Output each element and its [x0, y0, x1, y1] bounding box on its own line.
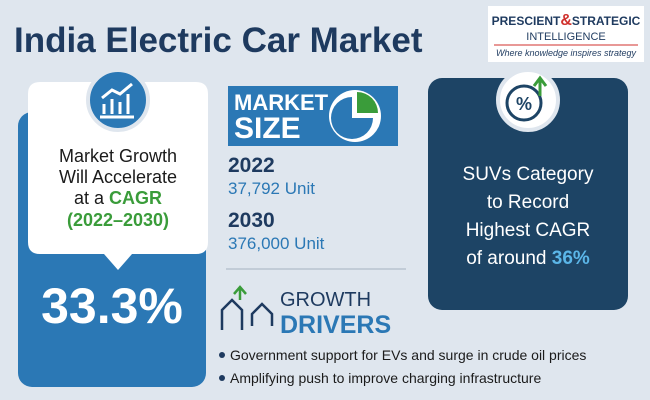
- segment-icon-ring: [505, 84, 543, 122]
- growth-highlight: CAGR: [109, 188, 162, 208]
- logo-tagline: Where knowledge inspires strategy: [496, 48, 637, 58]
- segment-icon-arrow: [532, 75, 548, 96]
- segment-highlight: 36%: [552, 248, 590, 269]
- logo-amp: &: [560, 12, 572, 29]
- growth-line: Market Growth: [59, 146, 177, 166]
- pie-icon-slice: [357, 92, 378, 113]
- growth-prefix: at a: [74, 188, 105, 208]
- logo: PRESCIENT&STRATEGIC INTELLIGENCE Where k…: [488, 6, 644, 62]
- growth-card: [28, 82, 208, 270]
- growth-line: Will Accelerate: [59, 167, 177, 187]
- segment-line: of around 36%: [466, 248, 590, 269]
- bullet: [219, 375, 225, 381]
- market-value: 37,792 Unit: [228, 179, 315, 198]
- drivers-label: GROWTH: [280, 289, 371, 311]
- growth-period: (2022–2030): [67, 210, 169, 230]
- logo-box: [488, 6, 644, 62]
- driver-item: Amplifying push to improve charging infr…: [230, 370, 541, 386]
- segment-line: SUVs Category: [463, 164, 594, 185]
- bullet: [219, 352, 225, 358]
- pie-icon-slice: [331, 97, 373, 139]
- market-value: 376,000 Unit: [228, 234, 325, 253]
- growth-line: at a CAGR: [74, 188, 162, 208]
- driver-item: Government support for EVs and surge in …: [230, 347, 586, 363]
- market-size-label: SIZE: [234, 112, 301, 145]
- drivers-icon: [220, 285, 274, 330]
- logo-name: INTELLIGENCE: [526, 31, 605, 43]
- logo-part: STRATEGIC: [572, 14, 641, 28]
- title: India Electric Car Market: [14, 21, 423, 60]
- logo-part: PRESCIENT: [492, 14, 561, 28]
- drivers-label: DRIVERS: [280, 311, 391, 339]
- growth-icon-glyph: [100, 82, 134, 119]
- segment-line: Highest CAGR: [466, 220, 591, 241]
- logo-name: PRESCIENT&STRATEGIC: [492, 12, 641, 29]
- segment-line: to Record: [487, 192, 569, 213]
- growth-icon: [86, 68, 150, 132]
- segment-panel: [428, 78, 628, 310]
- segment-icon-glyph: %: [516, 94, 532, 114]
- growth-value: 33.3%: [41, 278, 183, 334]
- segment-prefix: of around: [466, 248, 546, 269]
- market-size-label: MARKET: [234, 90, 329, 115]
- market-year: 2030: [228, 209, 275, 232]
- market-year: 2022: [228, 154, 275, 177]
